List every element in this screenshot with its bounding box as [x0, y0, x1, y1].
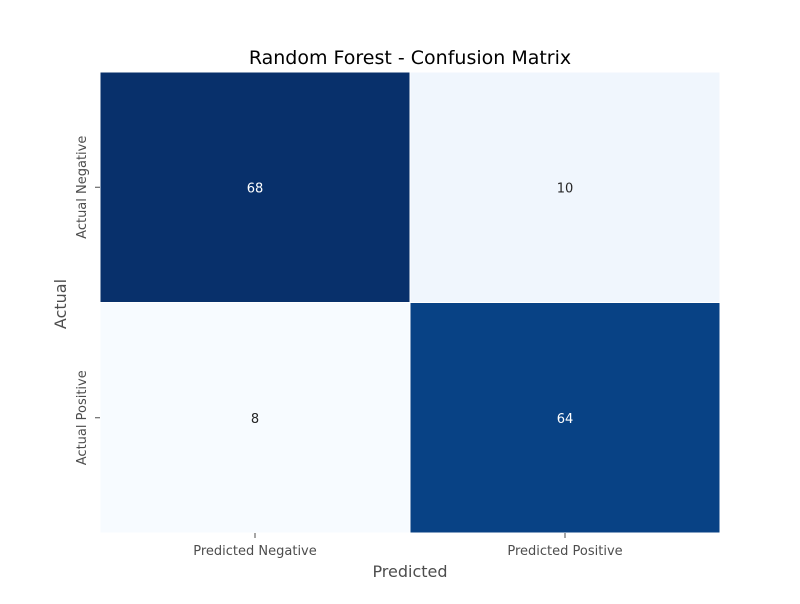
heatmap-cell: [409, 302, 721, 534]
cell-annotations: 68 10 8 64: [247, 181, 574, 427]
y-tick-label: Actual Positive: [75, 370, 90, 465]
heatmap-cell: [99, 71, 411, 303]
y-tick-label: Actual Negative: [75, 136, 90, 239]
heatmap-cell: [409, 71, 721, 303]
heatmap-cell: [99, 302, 411, 534]
heatmap-cells: [99, 71, 721, 534]
cell-value-label: 64: [557, 412, 574, 427]
x-tick-label: Predicted Negative: [193, 544, 317, 559]
y-axis-ticks: Actual Negative Actual Positive: [75, 136, 100, 465]
y-axis-label: Actual: [51, 279, 70, 329]
cell-value-label: 10: [557, 181, 574, 196]
x-axis-label: Predicted: [372, 562, 447, 581]
chart-title: Random Forest - Confusion Matrix: [249, 47, 571, 69]
cell-value-label: 8: [251, 412, 259, 427]
x-tick-label: Predicted Positive: [507, 544, 622, 559]
x-axis-ticks: Predicted Negative Predicted Positive: [193, 533, 623, 559]
cell-value-label: 68: [247, 181, 264, 196]
